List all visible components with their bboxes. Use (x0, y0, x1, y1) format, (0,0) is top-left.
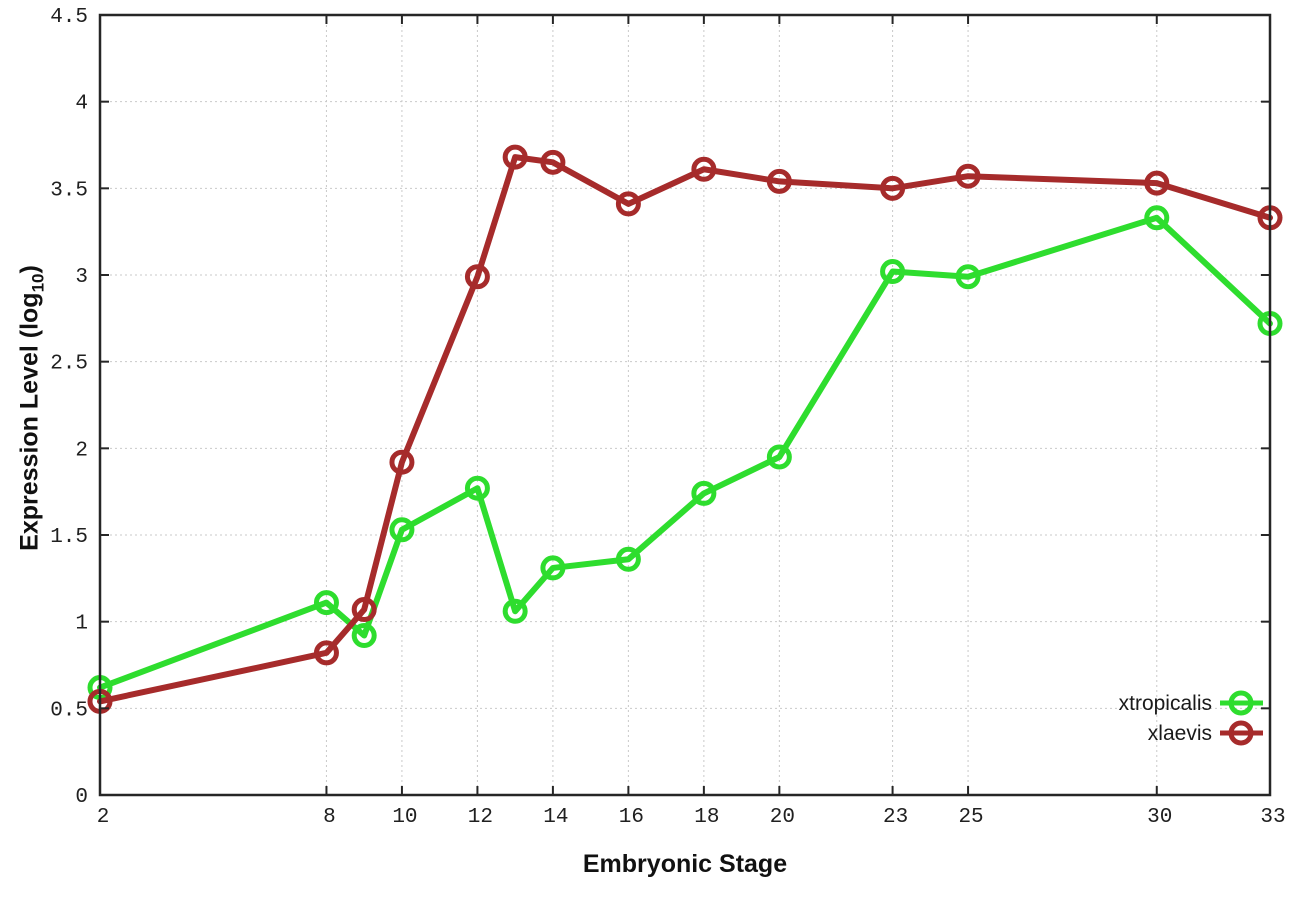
x-tick-label: 33 (1260, 806, 1285, 829)
data-point-xlaevis (464, 264, 490, 290)
data-point-xlaevis (389, 449, 415, 475)
x-tick-label: 10 (392, 806, 417, 829)
data-point-xlaevis (351, 597, 377, 623)
x-axis-title: Embryonic Stage (582, 850, 788, 878)
y-axis-title: Expression Level (log10) (15, 265, 48, 551)
y-tick-label: 4 (75, 93, 88, 116)
data-point-xtropicalis (955, 264, 981, 290)
data-point-xtropicalis (502, 598, 528, 624)
y-tick-label: 4.5 (50, 6, 88, 29)
data-point-xlaevis (313, 640, 339, 666)
x-tick-label: 25 (958, 806, 983, 829)
y-tick-label: 0.5 (50, 699, 88, 722)
data-point-xtropicalis (880, 259, 906, 285)
plot-border (98, 13, 1272, 797)
legend-sample-marker-xlaevis (1228, 720, 1254, 746)
data-point-xtropicalis (615, 546, 641, 572)
legend-label-xtropicalis: xtropicalis (1119, 692, 1212, 715)
data-point-xtropicalis (766, 444, 792, 470)
x-tick-label: 14 (543, 806, 568, 829)
data-point-xtropicalis (691, 480, 717, 506)
data-point-xtropicalis (464, 475, 490, 501)
y-tick-label: 2.5 (50, 353, 88, 376)
legend-sample-marker-xtropicalis (1228, 690, 1254, 716)
data-point-xtropicalis (351, 623, 377, 649)
x-tick-label: 2 (97, 806, 110, 829)
y-axis-title-subscript: 10 (28, 273, 48, 293)
y-tick-label: 1 (75, 613, 88, 636)
x-tick-label: 18 (694, 806, 719, 829)
data-point-xlaevis (691, 156, 717, 182)
legend-label-xlaevis: xlaevis (1148, 722, 1212, 745)
x-tick-label: 20 (770, 806, 795, 829)
data-point-xlaevis (1144, 170, 1170, 196)
x-tick-label: 23 (883, 806, 908, 829)
series-line-xtropicalis (97, 214, 1273, 691)
data-point-xlaevis (766, 168, 792, 194)
data-point-xlaevis (540, 149, 566, 175)
data-point-xlaevis (502, 144, 528, 170)
x-tick-label: 8 (323, 806, 336, 829)
y-tick-label: 1.5 (50, 526, 88, 549)
data-point-xtropicalis (313, 590, 339, 616)
y-tick-label: 0 (75, 786, 88, 809)
x-tick-label: 30 (1147, 806, 1172, 829)
data-point-xtropicalis (389, 517, 415, 543)
data-point-xlaevis (955, 163, 981, 189)
data-point-xlaevis (880, 175, 906, 201)
y-tick-label: 3.5 (50, 179, 88, 202)
data-point-xlaevis (615, 191, 641, 217)
x-tick-label: 16 (619, 806, 644, 829)
series-line-xlaevis (97, 154, 1273, 705)
y-axis-title-suffix: ) (15, 265, 44, 274)
y-axis-title-text: Expression Level (log (15, 292, 44, 551)
y-tick-label: 2 (75, 439, 88, 462)
data-point-xtropicalis (1144, 205, 1170, 231)
data-point-xtropicalis (540, 555, 566, 581)
y-tick-label: 3 (75, 266, 88, 289)
x-tick-label: 12 (468, 806, 493, 829)
